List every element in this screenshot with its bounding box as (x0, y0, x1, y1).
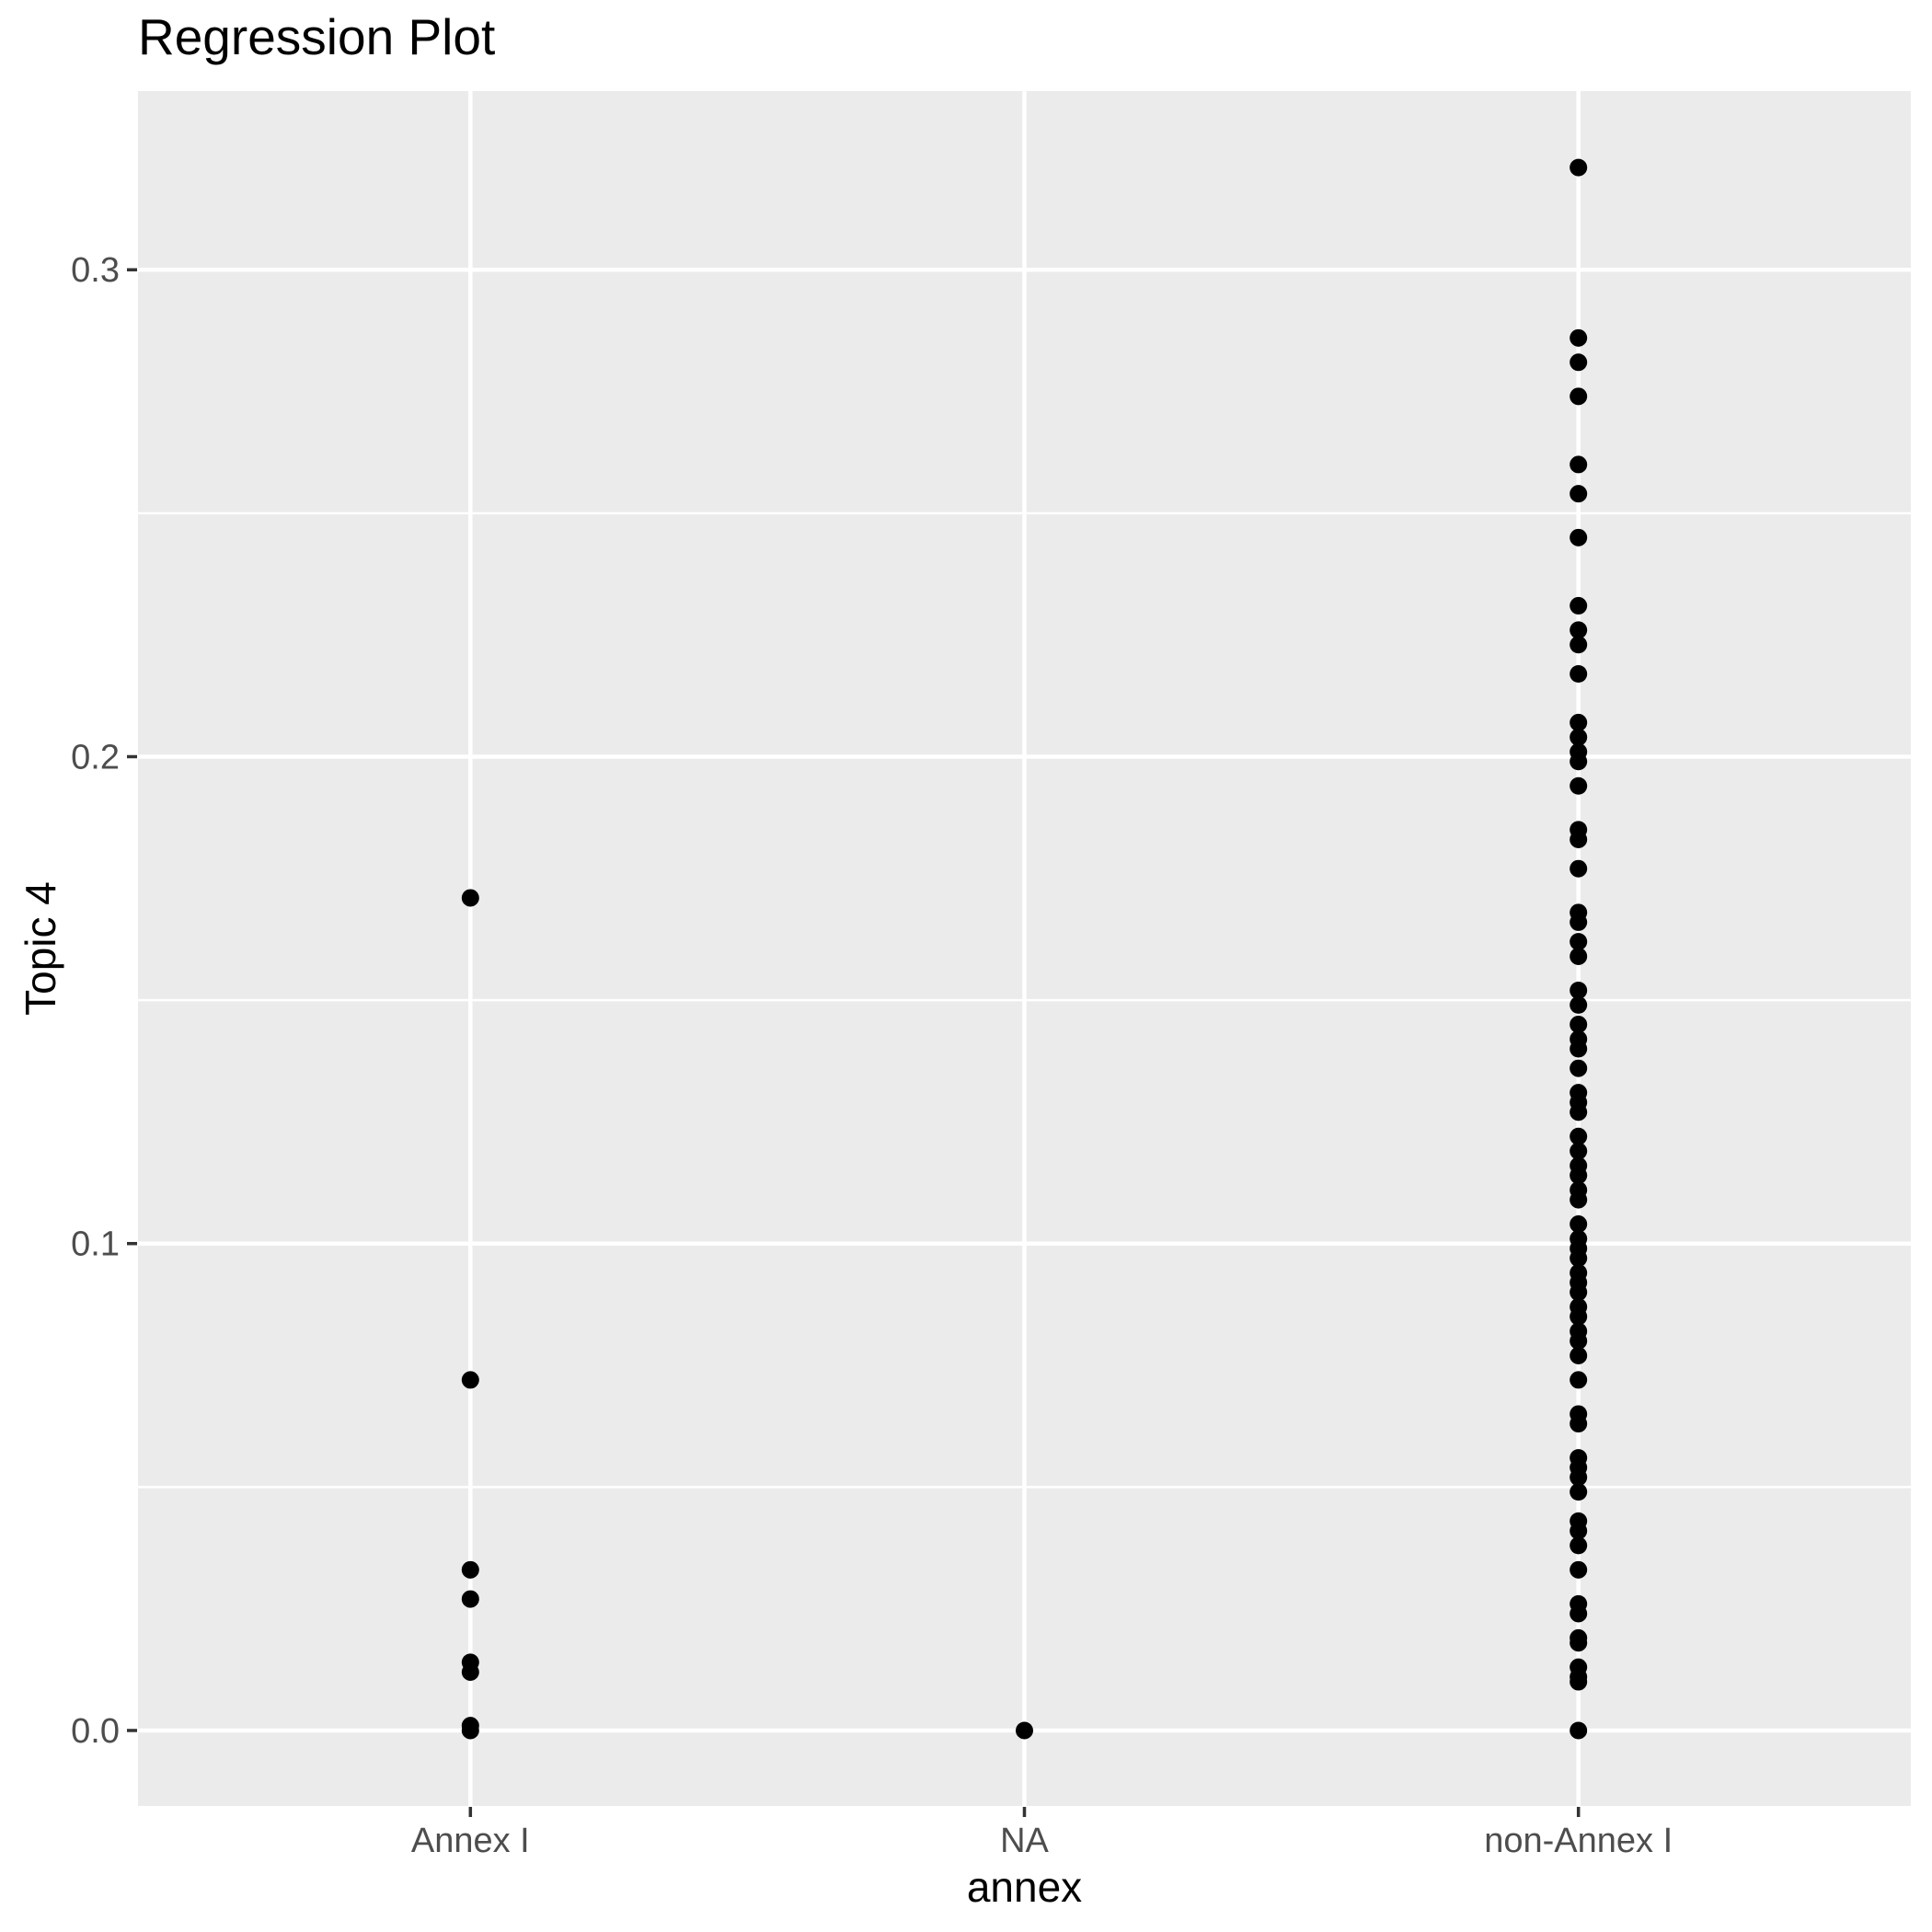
data-point (1570, 528, 1588, 546)
data-point (1570, 596, 1588, 615)
data-point (1570, 636, 1588, 654)
data-point (1570, 328, 1588, 347)
data-point (1570, 753, 1588, 771)
x-axis-title: annex (966, 1863, 1083, 1911)
data-point (1570, 1468, 1588, 1487)
y-tick-label: 0.0 (71, 1712, 120, 1751)
data-point (1570, 387, 1588, 406)
data-point (1570, 1167, 1588, 1185)
data-point (1570, 947, 1588, 965)
data-point (1570, 1307, 1588, 1326)
y-tick-label: 0.1 (71, 1225, 120, 1264)
data-point (1570, 933, 1588, 951)
data-point (461, 1560, 479, 1579)
data-point (1570, 1346, 1588, 1364)
data-point (1570, 1634, 1588, 1652)
data-point (1570, 1673, 1588, 1691)
data-point (1570, 158, 1588, 177)
data-point (1570, 1604, 1588, 1623)
data-point (1570, 455, 1588, 474)
data-point (1570, 665, 1588, 684)
data-point (1570, 913, 1588, 931)
data-point (1570, 728, 1588, 746)
data-point (1570, 1016, 1588, 1034)
data-point (1570, 1040, 1588, 1058)
data-point (1570, 1371, 1588, 1389)
data-point (1570, 353, 1588, 372)
data-point (1016, 1721, 1033, 1740)
plot-title: Regression Plot (138, 8, 496, 65)
data-point (461, 1590, 479, 1608)
data-point (1570, 1536, 1588, 1555)
data-point (1570, 982, 1588, 1000)
data-point (1570, 776, 1588, 795)
data-point (461, 1371, 479, 1389)
data-point (1570, 830, 1588, 848)
data-point (1570, 995, 1588, 1014)
data-point (461, 1721, 479, 1740)
data-point (1570, 1127, 1588, 1145)
data-point (1570, 1190, 1588, 1209)
data-point (1570, 1332, 1588, 1351)
data-point (1570, 1522, 1588, 1540)
y-axis-title: Topic 4 (17, 881, 64, 1016)
data-point (461, 1662, 479, 1681)
data-point (1570, 1215, 1588, 1234)
data-point (1570, 485, 1588, 503)
data-point (1570, 1415, 1588, 1433)
data-point (1570, 621, 1588, 639)
data-point (1570, 1483, 1588, 1501)
data-point (1570, 1560, 1588, 1579)
data-point (1570, 1103, 1588, 1121)
data-point (1570, 859, 1588, 878)
data-point (1570, 1249, 1588, 1268)
data-point (1570, 1283, 1588, 1302)
x-tick-label: Annex I (411, 1822, 530, 1860)
x-tick-label: NA (1000, 1822, 1049, 1860)
data-point (1570, 1721, 1588, 1740)
y-tick-label: 0.2 (71, 738, 120, 776)
data-point (1570, 1059, 1588, 1077)
x-tick-label: non-Annex I (1484, 1822, 1673, 1860)
y-axis-title-wrap: Topic 4 (13, 91, 68, 1806)
data-point (461, 889, 479, 907)
data-point (1570, 1142, 1588, 1160)
data-point (1570, 713, 1588, 731)
y-tick-label: 0.3 (71, 251, 120, 290)
